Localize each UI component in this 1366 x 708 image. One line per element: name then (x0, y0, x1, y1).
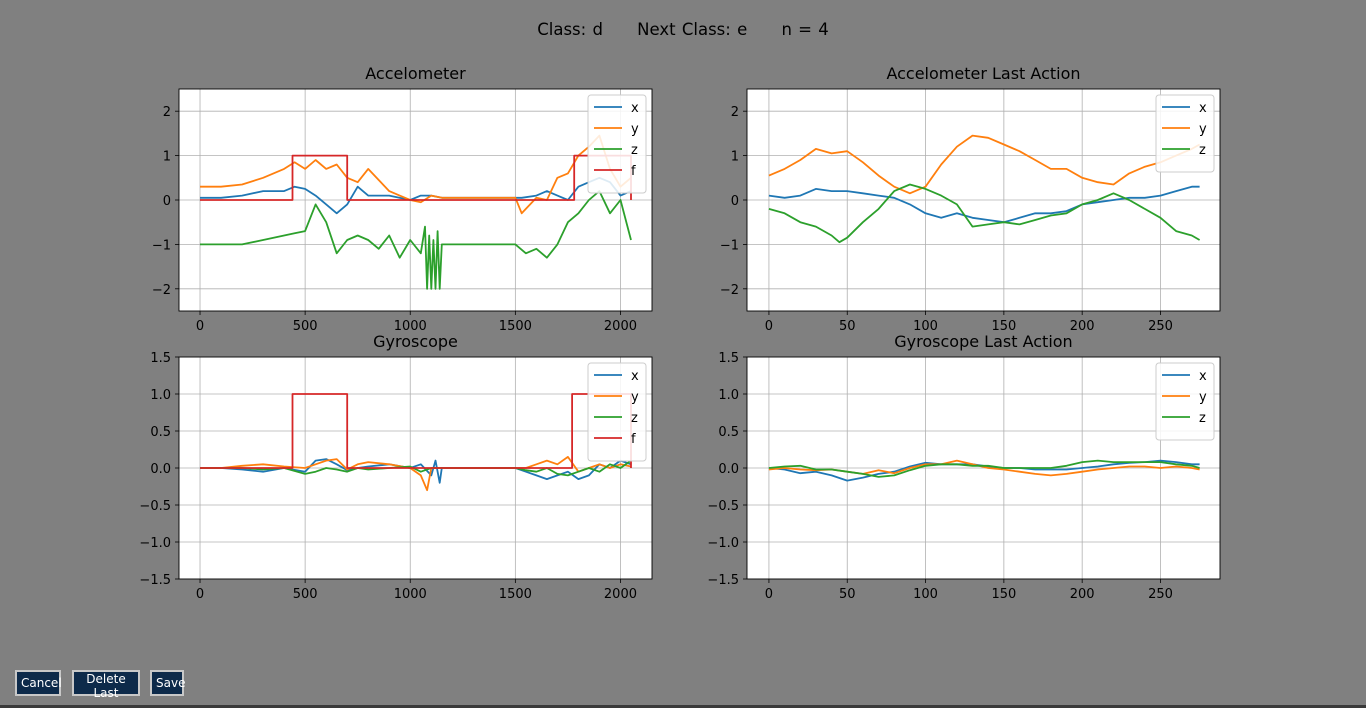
series-line-z (768, 459, 1200, 478)
y-tick-label: 0.0 (150, 462, 171, 477)
x-tick-label: 1500 (499, 587, 532, 602)
x-tick-label: 200 (1070, 587, 1095, 602)
y-tick-label: 1 (731, 150, 739, 165)
chart-3: 0 50 100 150 200 250 −1.5 −1.0 −0.5 0.0 0.5 1.0 1.5 G… (707, 332, 1221, 602)
x-tick-label: 250 (1148, 319, 1173, 334)
y-tick-label: −2 (152, 283, 171, 298)
x-tick-label: 250 (1148, 587, 1173, 602)
delete-last-button[interactable]: Delete Last (72, 670, 140, 700)
cancel-button[interactable]: Cancel (15, 670, 62, 696)
y-tick-label: −0.5 (707, 499, 739, 514)
y-tick-label: 1.0 (718, 388, 739, 403)
legend-label-f: f (631, 164, 636, 179)
next-class-label: Next Class: e (637, 20, 748, 39)
y-tick-label: −1.0 (139, 536, 171, 551)
y-tick-label: −1 (720, 238, 739, 253)
legend-label-x: x (1199, 369, 1207, 384)
y-tick-label: 0 (163, 194, 171, 209)
chart-title: Accelometer (365, 64, 466, 83)
y-tick-label: −0.5 (139, 499, 171, 514)
legend-label-y: y (1199, 390, 1207, 405)
legend-label-x: x (1199, 101, 1207, 116)
series-line-z (200, 190, 632, 290)
class-label: Class: d (537, 20, 603, 39)
legend-label-x: x (631, 369, 639, 384)
legend-label-z: z (631, 143, 638, 158)
y-tick-label: −2 (720, 283, 739, 298)
x-tick-label: 50 (839, 319, 856, 334)
x-tick-label: 0 (765, 319, 773, 334)
x-tick-label: 1000 (394, 587, 427, 602)
legend-label-z: z (631, 411, 638, 426)
axes-frame (178, 88, 653, 312)
x-tick-label: 0 (196, 587, 204, 602)
y-tick-label: −1.0 (707, 536, 739, 551)
legend-label-y: y (1199, 122, 1207, 137)
legend-label-y: y (631, 390, 639, 405)
legend-label-z: z (1199, 411, 1206, 426)
y-tick-label: 0.5 (718, 425, 739, 440)
y-tick-label: −1.5 (707, 573, 739, 588)
x-tick-label: 2000 (604, 587, 637, 602)
axes-frame (746, 356, 1221, 580)
legend-label-y: y (631, 122, 639, 137)
series-line-x (768, 185, 1200, 224)
x-tick-label: 500 (293, 319, 318, 334)
legend: xyz (1155, 362, 1215, 441)
y-tick-label: 2 (731, 105, 739, 120)
axes-frame (178, 356, 653, 580)
y-tick-label: −1.5 (139, 573, 171, 588)
x-tick-label: 2000 (604, 319, 637, 334)
legend-label-f: f (631, 432, 636, 447)
x-tick-label: 150 (991, 319, 1016, 334)
legend: xyz (1155, 94, 1215, 173)
x-tick-label: 1000 (394, 319, 427, 334)
series-line-z (768, 183, 1201, 244)
status-header: Class: d Next Class: e n = 4 (0, 20, 1366, 39)
chart-title: Gyroscope Last Action (894, 332, 1072, 351)
x-tick-label: 100 (913, 319, 938, 334)
x-tick-label: 1500 (499, 319, 532, 334)
y-tick-label: 2 (163, 105, 171, 120)
legend-label-x: x (631, 101, 639, 116)
y-tick-label: 0.0 (718, 462, 739, 477)
series-line-y (200, 134, 632, 215)
x-tick-label: 0 (196, 319, 204, 334)
x-tick-label: 500 (293, 587, 318, 602)
chart-2: 0 500 1000 1500 2000 −1.5 −1.0 −0.5 0.0 0.5 1.0 1.5… (139, 332, 653, 602)
count-label: n = 4 (781, 20, 829, 39)
x-tick-label: 50 (839, 587, 856, 602)
chart-1: 0 50 100 150 200 250 −2 −1 0 1 2 Accelometer Last A… (720, 64, 1221, 334)
legend-label-z: z (1199, 143, 1206, 158)
x-tick-label: 150 (991, 587, 1016, 602)
y-tick-label: 1.5 (718, 351, 739, 366)
y-tick-label: 1.0 (150, 388, 171, 403)
series-line-y (768, 134, 1201, 195)
axes-frame (746, 88, 1221, 312)
y-tick-label: 0 (731, 194, 739, 209)
y-tick-label: 1.5 (150, 351, 171, 366)
y-tick-label: 1 (163, 150, 171, 165)
y-tick-label: 0.5 (150, 425, 171, 440)
chart-title: Gyroscope (373, 332, 458, 351)
x-tick-label: 100 (913, 587, 938, 602)
x-tick-label: 0 (765, 587, 773, 602)
x-tick-label: 200 (1070, 319, 1095, 334)
save-button[interactable]: Save (150, 670, 185, 696)
y-tick-label: −1 (152, 238, 171, 253)
chart-title: Accelometer Last Action (886, 64, 1080, 83)
bottom-border (0, 705, 1366, 708)
